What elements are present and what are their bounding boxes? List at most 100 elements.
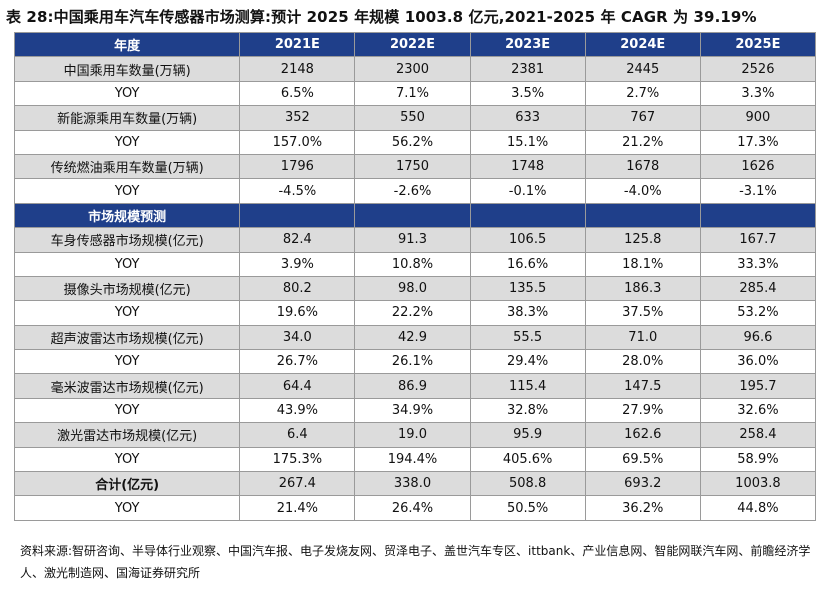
table-cell: 2526 — [699, 56, 817, 82]
table-row: 毫米波雷达市场规模(亿元) 64.4 86.9 115.4 147.5 195.7 — [13, 373, 817, 399]
table-cell: 900 — [699, 105, 817, 131]
table-cell: -3.1% — [699, 178, 817, 204]
table-cell: 2.7% — [584, 80, 701, 107]
table-cell: 91.3 — [354, 227, 471, 253]
header-2024: 2024E — [584, 31, 701, 58]
table-cell: 32.8% — [469, 397, 586, 424]
row-label: YOY — [13, 178, 241, 204]
table-cell: 175.3% — [239, 446, 356, 473]
table-cell: 33.3% — [699, 251, 817, 277]
table-cell: -4.5% — [239, 178, 356, 204]
table-cell: 50.5% — [469, 495, 586, 521]
table-cell: 550 — [354, 105, 471, 131]
table-cell: 98.0 — [354, 275, 471, 302]
row-label: YOY — [13, 397, 241, 424]
table-row: 新能源乘用车数量(万辆) 352 550 633 767 900 — [13, 105, 817, 131]
row-label: 超声波雷达市场规模(亿元) — [13, 324, 241, 351]
table-cell: 21.4% — [239, 495, 356, 521]
table-row: YOY -4.5% -2.6% -0.1% -4.0% -3.1% — [13, 178, 817, 204]
table-row: 中国乘用车数量(万辆) 2148 2300 2381 2445 2526 — [13, 56, 817, 82]
table-cell: 258.4 — [699, 422, 817, 448]
row-label: YOY — [13, 80, 241, 107]
section-cell — [239, 202, 356, 229]
table-cell: 1003.8 — [699, 471, 817, 497]
table-cell: 2148 — [239, 56, 356, 82]
table-cell: 195.7 — [699, 373, 817, 399]
table-cell: 53.2% — [699, 300, 817, 326]
table-cell: 3.3% — [699, 80, 817, 107]
table-cell: 71.0 — [584, 324, 701, 351]
table-cell: 86.9 — [354, 373, 471, 399]
table-cell: 3.5% — [469, 80, 586, 107]
table-cell: 1678 — [584, 153, 701, 180]
table-cell: 693.2 — [584, 471, 701, 497]
table-cell: 508.8 — [469, 471, 586, 497]
header-2025: 2025E — [699, 31, 817, 58]
table-cell: -0.1% — [469, 178, 586, 204]
row-label: 传统燃油乘用车数量(万辆) — [13, 153, 241, 180]
table-cell: 37.5% — [584, 300, 701, 326]
table-cell: 80.2 — [239, 275, 356, 302]
row-label: YOY — [13, 446, 241, 473]
source-note: 资料来源:智研咨询、半导体行业观察、中国汽车报、电子发烧友网、贸泽电子、盖世汽车… — [20, 544, 811, 580]
table-cell: 21.2% — [584, 129, 701, 155]
header-2022: 2022E — [354, 31, 471, 58]
section-label: 市场规模预测 — [13, 202, 241, 229]
table-cell: 6.4 — [239, 422, 356, 448]
table-cell: 7.1% — [354, 80, 471, 107]
table-cell: 135.5 — [469, 275, 586, 302]
section-cell — [354, 202, 471, 229]
table-cell: 106.5 — [469, 227, 586, 253]
table-cell: 2381 — [469, 56, 586, 82]
table-cell: 26.4% — [354, 495, 471, 521]
table-row: YOY 175.3% 194.4% 405.6% 69.5% 58.9% — [13, 446, 817, 473]
table-cell: 10.8% — [354, 251, 471, 277]
table-cell: 405.6% — [469, 446, 586, 473]
table-cell: 2300 — [354, 56, 471, 82]
table-row: YOY 43.9% 34.9% 32.8% 27.9% 32.6% — [13, 397, 817, 424]
table-cell: 44.8% — [699, 495, 817, 521]
table-row: YOY 3.9% 10.8% 16.6% 18.1% 33.3% — [13, 251, 817, 277]
table-cell: 22.2% — [354, 300, 471, 326]
table-row: YOY 157.0% 56.2% 15.1% 21.2% 17.3% — [13, 129, 817, 155]
table-cell: 16.6% — [469, 251, 586, 277]
row-label: 车身传感器市场规模(亿元) — [13, 227, 241, 253]
table-cell: 34.0 — [239, 324, 356, 351]
table-cell: 26.1% — [354, 349, 471, 375]
table-cell: 82.4 — [239, 227, 356, 253]
section-row: 市场规模预测 — [13, 202, 817, 229]
table-cell: 267.4 — [239, 471, 356, 497]
table-cell: 125.8 — [584, 227, 701, 253]
row-label: YOY — [13, 251, 241, 277]
table-cell: 338.0 — [354, 471, 471, 497]
table-cell: 95.9 — [469, 422, 586, 448]
table-cell: 1626 — [699, 153, 817, 180]
table-cell: 29.4% — [469, 349, 586, 375]
table-cell: 352 — [239, 105, 356, 131]
table-row: 传统燃油乘用车数量(万辆) 1796 1750 1748 1678 1626 — [13, 153, 817, 180]
table-cell: 96.6 — [699, 324, 817, 351]
table-cell: 767 — [584, 105, 701, 131]
table-cell: 58.9% — [699, 446, 817, 473]
table-cell: 19.0 — [354, 422, 471, 448]
market-table: 年度 2021E 2022E 2023E 2024E 2025E 中国乘用车数量… — [13, 31, 817, 521]
table-cell: 27.9% — [584, 397, 701, 424]
table-cell: 633 — [469, 105, 586, 131]
table-cell: 1750 — [354, 153, 471, 180]
table-cell: 6.5% — [239, 80, 356, 107]
table-cell: -2.6% — [354, 178, 471, 204]
table-cell: 3.9% — [239, 251, 356, 277]
table-row: 合计(亿元) 267.4 338.0 508.8 693.2 1003.8 — [13, 471, 817, 497]
table-cell: 157.0% — [239, 129, 356, 155]
table-row: YOY 6.5% 7.1% 3.5% 2.7% 3.3% — [13, 80, 817, 107]
header-row: 年度 2021E 2022E 2023E 2024E 2025E — [13, 31, 817, 58]
table-cell: 55.5 — [469, 324, 586, 351]
table-cell: 36.2% — [584, 495, 701, 521]
table-cell: 64.4 — [239, 373, 356, 399]
row-label: 摄像头市场规模(亿元) — [13, 275, 241, 302]
header-year: 年度 — [13, 31, 241, 58]
table-cell: 15.1% — [469, 129, 586, 155]
table-row: 车身传感器市场规模(亿元) 82.4 91.3 106.5 125.8 167.7 — [13, 227, 817, 253]
section-cell — [469, 202, 586, 229]
table-title: 表 28:中国乘用车汽车传感器市场测算:预计 2025 年规模 1003.8 亿… — [6, 8, 757, 26]
